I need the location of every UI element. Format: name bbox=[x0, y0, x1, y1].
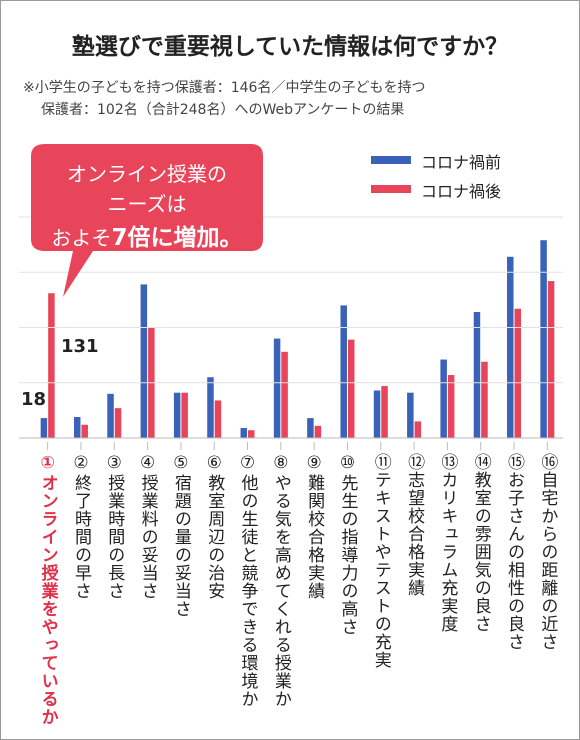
x-tick-label: ⑥教室周辺の治安 bbox=[204, 453, 225, 600]
bar bbox=[181, 392, 188, 438]
bar bbox=[48, 293, 55, 438]
bar bbox=[114, 408, 122, 438]
bar bbox=[347, 339, 355, 438]
bar bbox=[214, 400, 222, 438]
bar bbox=[407, 392, 414, 438]
x-tick-label: ⑦他の生徒と競争できる環境か bbox=[237, 453, 258, 708]
x-tick-label: ⑭教室の雰囲気の良さ bbox=[470, 453, 491, 633]
bar bbox=[81, 424, 88, 438]
bar bbox=[547, 281, 555, 438]
bar bbox=[140, 284, 148, 438]
x-tick-label: ⑤宿題の量の妥当さ bbox=[170, 453, 191, 618]
callout-emphasis: 7倍に増加。 bbox=[111, 225, 243, 251]
value-label: 131 bbox=[61, 336, 99, 357]
x-tick-label: ②終了時間の早さ bbox=[70, 453, 91, 600]
bar bbox=[381, 386, 388, 438]
bar bbox=[107, 393, 114, 438]
x-tick-label: ⑯自宅からの距離の近さ bbox=[537, 453, 558, 651]
legend-swatch bbox=[371, 156, 411, 164]
bar bbox=[540, 240, 547, 438]
bar bbox=[314, 425, 322, 438]
bar bbox=[340, 305, 347, 438]
x-tick-label: ⑩先生の指導力の高さ bbox=[337, 453, 358, 636]
subtitle: 保護者：102名（合計248名）へのWebアンケートの結果 bbox=[41, 102, 405, 118]
legend-label: コロナ禍前 bbox=[421, 153, 502, 172]
bar bbox=[248, 430, 255, 438]
x-tick-label: ⑪テキストやテストの充実 bbox=[370, 453, 391, 669]
bar bbox=[507, 256, 514, 438]
x-tick-label: ①オンライン授業をやっているか bbox=[37, 453, 58, 726]
bar bbox=[173, 392, 181, 438]
bar bbox=[207, 377, 214, 438]
callout-box bbox=[31, 144, 263, 297]
callout-text: およそ7倍に増加。 bbox=[31, 218, 263, 252]
x-tick-label: ⑧やる気を高めてくれる授業か bbox=[270, 453, 291, 708]
bar bbox=[373, 390, 381, 438]
x-tick-label: ④授業料の妥当さ bbox=[137, 453, 158, 600]
value-label: 18 bbox=[21, 389, 47, 410]
bar bbox=[447, 375, 455, 438]
callout-text: ニーズは bbox=[107, 192, 187, 216]
bar bbox=[73, 417, 81, 438]
bar bbox=[473, 312, 481, 438]
bar bbox=[481, 361, 488, 438]
callout-text: およそ bbox=[51, 226, 112, 250]
x-tick-label: ⑮お子さんの相性の良さ bbox=[504, 453, 525, 651]
legend-label: コロナ禍後 bbox=[421, 182, 502, 201]
x-tick-label: ⑫志望校合格実績 bbox=[404, 453, 425, 597]
bar bbox=[240, 428, 248, 438]
subtitle: ※小学生の子どもを持つ保護者：146名／中学生の子どもを持つ bbox=[23, 80, 426, 96]
bar bbox=[514, 308, 522, 438]
bar bbox=[281, 351, 288, 438]
chart-title: 塾選びで重要視していた情報は何ですか？ bbox=[71, 34, 509, 60]
bar bbox=[414, 421, 422, 438]
x-tick-label: ⑬カリキュラム充実度 bbox=[437, 453, 458, 633]
x-tick-label: ③授業時間の長さ bbox=[104, 453, 125, 600]
bar bbox=[307, 418, 314, 438]
bar bbox=[40, 418, 48, 438]
bar bbox=[440, 359, 447, 438]
callout-text: オンライン授業の bbox=[67, 162, 227, 186]
legend-swatch bbox=[371, 185, 411, 193]
bar bbox=[273, 338, 281, 438]
x-tick-label: ⑨難関校合格実績 bbox=[304, 453, 325, 600]
